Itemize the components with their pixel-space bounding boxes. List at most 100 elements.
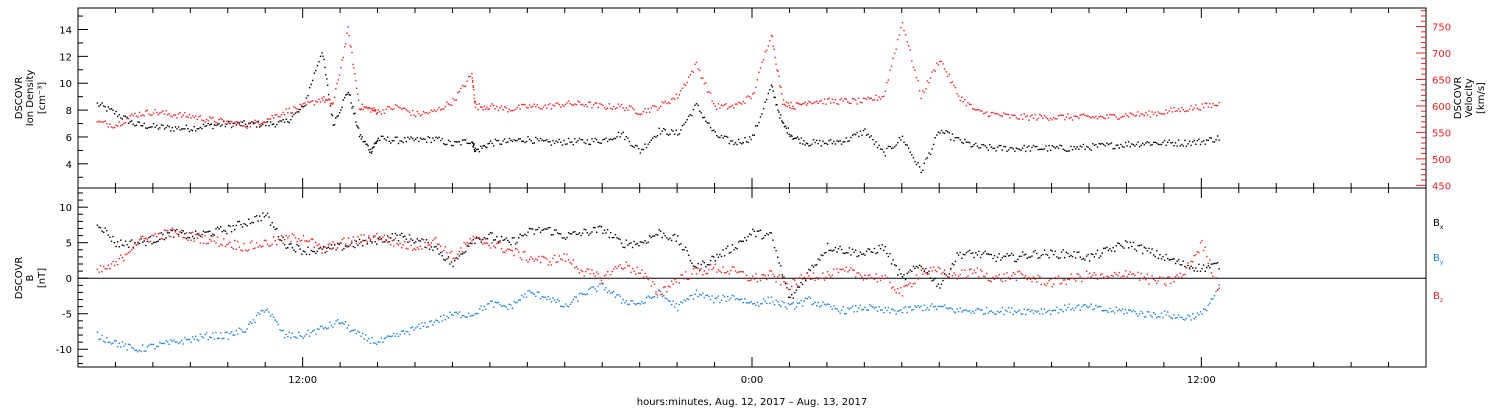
data-point (457, 258, 459, 260)
data-point (586, 293, 588, 295)
data-point (926, 157, 929, 159)
data-point (443, 108, 445, 110)
data-point (329, 247, 331, 250)
data-point (1095, 143, 1097, 146)
data-point (1060, 251, 1063, 253)
data-point (419, 245, 422, 247)
data-point (265, 239, 267, 242)
data-point (947, 308, 949, 310)
data-point (410, 238, 412, 240)
data-point (789, 304, 791, 306)
data-point (630, 300, 632, 302)
data-point (1065, 150, 1067, 152)
data-point (401, 232, 403, 235)
data-point (1215, 290, 1217, 293)
data-point (232, 334, 234, 336)
data-point (560, 106, 562, 108)
data-point (1159, 143, 1161, 146)
data-point (216, 337, 219, 339)
data-point (521, 103, 523, 106)
data-point (347, 324, 350, 326)
data-point (544, 139, 546, 142)
data-point (101, 270, 103, 273)
data-point (892, 286, 894, 288)
data-point (291, 247, 294, 249)
data-point (238, 122, 241, 124)
data-point (642, 148, 645, 151)
data-point (329, 105, 332, 107)
data-point (776, 69, 778, 71)
data-point (973, 143, 975, 146)
data-point (713, 267, 715, 269)
data-point (797, 302, 799, 304)
data-point (606, 140, 609, 143)
data-point (171, 116, 173, 118)
data-point (922, 169, 924, 172)
data-point (1090, 303, 1092, 305)
data-point (1198, 251, 1200, 254)
data-point (443, 314, 445, 316)
data-point (1115, 306, 1117, 309)
data-point (748, 302, 751, 304)
data-point (1018, 255, 1021, 258)
data-point (976, 267, 979, 269)
data-point (837, 248, 840, 250)
data-point (851, 269, 854, 271)
data-point (151, 114, 153, 116)
data-point (1216, 135, 1219, 137)
data-point (145, 237, 147, 240)
data-point (362, 108, 364, 111)
data-point (118, 342, 120, 345)
data-point (486, 237, 489, 240)
data-point (461, 84, 464, 87)
data-point (926, 80, 929, 82)
data-point (689, 113, 691, 116)
data-point (931, 148, 933, 150)
data-point (325, 99, 327, 101)
data-point (321, 325, 323, 327)
data-point (218, 123, 220, 125)
data-point (232, 122, 234, 124)
data-point (614, 296, 617, 298)
data-point (332, 124, 334, 126)
data-point (884, 245, 886, 248)
data-point (714, 297, 716, 299)
data-point (847, 307, 849, 309)
data-point (358, 238, 361, 241)
data-point (1081, 306, 1083, 308)
data-point (1212, 102, 1214, 105)
data-point (577, 233, 579, 235)
data-point (936, 62, 938, 64)
data-point (1003, 313, 1005, 316)
data-point (942, 271, 944, 273)
data-point (1060, 145, 1063, 147)
data-point (675, 129, 677, 131)
data-point (1059, 144, 1061, 146)
data-point (422, 111, 425, 113)
density-tick-label: 6 (66, 133, 72, 144)
data-point (578, 101, 581, 103)
data-point (897, 142, 899, 144)
data-point (861, 134, 863, 136)
data-point (215, 331, 217, 334)
data-point (283, 113, 286, 116)
data-point (549, 103, 551, 105)
data-point (472, 235, 475, 238)
data-point (1026, 309, 1028, 311)
data-point (373, 109, 376, 111)
data-point (986, 253, 988, 255)
data-point (145, 350, 147, 352)
data-point (747, 302, 749, 304)
data-point (313, 104, 315, 106)
data-point (995, 313, 997, 315)
data-point (1068, 150, 1071, 152)
data-point (976, 308, 979, 310)
data-point (262, 123, 264, 126)
data-point (790, 101, 792, 104)
data-point (738, 271, 740, 273)
data-point (1071, 277, 1074, 279)
data-point (1206, 139, 1208, 141)
data-point (788, 133, 790, 136)
data-point (557, 141, 559, 143)
data-point (530, 256, 532, 258)
